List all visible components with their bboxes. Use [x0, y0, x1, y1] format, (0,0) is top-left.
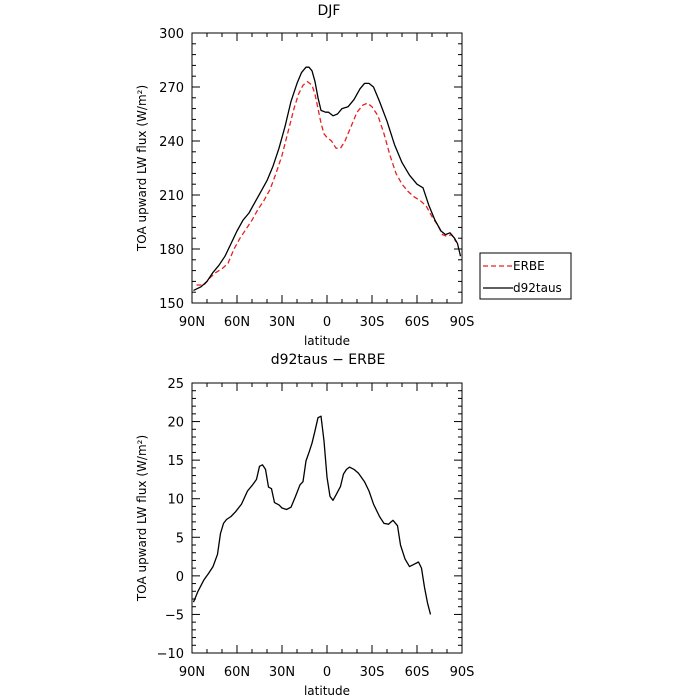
y-axis-title: TOA upward LW flux (W/m²)	[135, 85, 149, 252]
series-lines	[192, 415, 432, 615]
series-line-difference	[192, 415, 432, 615]
x-axis-title: latitude	[304, 684, 350, 698]
y-tick-label: 240	[159, 135, 184, 150]
x-tick-label: 60S	[405, 665, 430, 680]
x-tick-label: 30N	[269, 315, 295, 330]
y-tick-label: 300	[159, 27, 184, 42]
legend-box	[479, 252, 572, 300]
y-tick-label: 20	[167, 416, 184, 431]
y-tick-label: 0	[176, 570, 184, 585]
legend-label-d92taus: d92taus	[513, 281, 562, 295]
y-tick-label: 10	[167, 493, 184, 508]
chart-panel-djf: DJF 90N 60N 30N 0 30S 60S 90S 150 180 210 240 270 30…	[135, 3, 572, 348]
x-tick-label: 0	[323, 315, 331, 330]
x-tick-label: 60N	[224, 665, 250, 680]
axis-ticks: 90N 60N 30N 0 30S 60S 90S 150 180 210 240 270 300	[159, 27, 474, 330]
chart-panel-difference: d92taus − ERBE 90N 60N 30N 0 30S 60S 90S −10 −5 0…	[135, 352, 474, 698]
x-tick-label: 90S	[450, 665, 475, 680]
y-axis-title: TOA upward LW flux (W/m²)	[135, 435, 149, 602]
series-lines	[193, 66, 462, 291]
y-tick-label: 15	[167, 454, 184, 469]
y-tick-label: −5	[165, 608, 184, 623]
series-line-erbe	[196, 80, 457, 286]
x-tick-label: 90N	[179, 315, 205, 330]
x-tick-label: 30N	[269, 665, 295, 680]
chart-title: d92taus − ERBE	[271, 352, 386, 368]
chart-title: DJF	[318, 3, 341, 19]
legend-label-erbe: ERBE	[513, 259, 545, 273]
y-tick-label: 5	[176, 531, 184, 546]
plot-frame	[191, 382, 463, 654]
x-axis-title: latitude	[304, 334, 350, 348]
x-tick-label: 90S	[450, 315, 475, 330]
y-tick-label: 150	[159, 297, 184, 312]
series-line-d92taus	[193, 66, 462, 291]
x-tick-label: 60N	[224, 315, 250, 330]
y-tick-label: 210	[159, 189, 184, 204]
x-tick-label: 30S	[360, 665, 385, 680]
x-tick-label: 60S	[405, 315, 430, 330]
y-tick-label: −10	[157, 647, 184, 662]
x-tick-label: 0	[323, 665, 331, 680]
y-tick-label: 25	[167, 377, 184, 392]
x-tick-label: 90N	[179, 665, 205, 680]
x-tick-label: 30S	[360, 315, 385, 330]
y-tick-label: 270	[159, 81, 184, 96]
legend: ERBE d92taus	[479, 252, 572, 300]
axis-ticks: 90N 60N 30N 0 30S 60S 90S −10 −5 0 5 10 15 20 25	[157, 377, 475, 680]
plot-frame	[191, 32, 463, 304]
y-tick-label: 180	[159, 243, 184, 258]
